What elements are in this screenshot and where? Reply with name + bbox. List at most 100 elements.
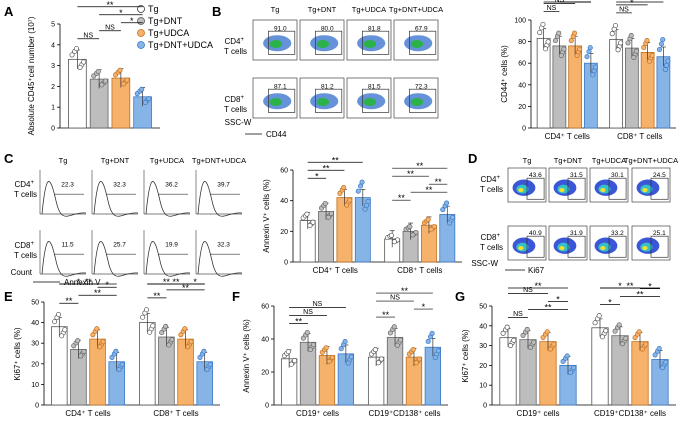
- sig-label-b: **: [564, 0, 572, 5]
- histogram-curve-c-cd4-udca: [145, 181, 191, 217]
- data-point-b-g1-tg: [545, 39, 551, 45]
- data-point-c-g2-both: [440, 207, 446, 213]
- sig-label-b: *: [573, 0, 577, 5]
- data-point-e-g2-udca: [188, 339, 194, 345]
- data-point-a-g1-udca: [117, 67, 123, 73]
- y-tick-label-b: 40: [518, 82, 526, 89]
- y-tick-label-g: 40: [479, 323, 487, 330]
- sig-label-b: *: [638, 0, 642, 5]
- flow-header-c-both: Tg+DNT+UDCA: [192, 156, 246, 165]
- data-point-f-g1-both: [342, 339, 348, 345]
- data-point-f-g2-dnt: [397, 337, 404, 343]
- cell-population-core-d-cd4-udca: [600, 188, 606, 193]
- data-point-b-g2-udca: [649, 52, 655, 58]
- gate-value-d-cd8-dnt: 31.9: [570, 230, 583, 237]
- data-point-e-g1-tg: [55, 311, 62, 318]
- x-group-label-g-2: CD19⁺CD138⁺ cells: [594, 409, 666, 418]
- bar-e-g2-dnt: [158, 336, 175, 406]
- data-point-e-g2-dnt: [169, 337, 175, 343]
- y-tick-label-g: 50: [479, 304, 487, 311]
- panel-label-g: G: [455, 289, 465, 304]
- data-point-g-g2-tg: [596, 313, 602, 319]
- flow-row-d-cd4-label: T cells: [480, 185, 503, 194]
- sig-label-g: **: [544, 302, 552, 312]
- sig-label-g: *: [648, 282, 652, 292]
- data-point-g-g1-tg: [511, 337, 517, 343]
- flow-header-d-dnt: Tg+DNT: [554, 156, 583, 165]
- x-group-label-e-1: CD4⁺ T cells: [65, 409, 110, 418]
- data-point-f-g2-both: [432, 355, 438, 361]
- gate-value-d-cd4-both: 24.5: [653, 172, 666, 179]
- data-point-f-g1-tg: [292, 358, 298, 364]
- data-point-b-g2-tg: [612, 23, 619, 29]
- x-group-label-b-1: CD4⁺ T cells: [545, 132, 590, 141]
- data-point-e-g1-tg: [52, 319, 58, 325]
- gate-value-b-cd8-both: 72.3: [415, 83, 428, 90]
- legend-marker-tg: [137, 5, 145, 13]
- y-tick-label-f: 40: [261, 337, 269, 344]
- x-group-label-c-2: CD8⁺ T cells: [397, 266, 442, 275]
- data-point-e-g1-udca: [90, 332, 96, 338]
- cell-population-core-d-cd8-udca: [600, 246, 606, 251]
- gate-b-cd8-dnt: [315, 88, 343, 113]
- sig-label-f: **: [382, 310, 390, 320]
- data-point-g-g1-dnt: [524, 326, 530, 333]
- data-point-e-g2-both: [201, 348, 207, 354]
- bar-g-g2-tg: [591, 327, 609, 406]
- y-tick-label-c: 60: [280, 168, 288, 175]
- x-group-label-g-1: CD19⁺ cells: [517, 409, 560, 418]
- data-point-b-g2-dnt: [625, 40, 631, 46]
- cell-population-core-d-cd4-both: [642, 188, 648, 193]
- bar-e-g1-tg: [51, 326, 68, 406]
- gate-b-cd4-dnt: [315, 30, 343, 55]
- gate-b-cd4-udca: [362, 30, 390, 55]
- data-point-e-g2-dnt: [159, 330, 165, 336]
- cell-population-core-b-cd4-tg: [269, 40, 283, 48]
- flow-header-c-udca: Tg+UDCA: [150, 156, 184, 165]
- axis-label-count-c: Count: [11, 268, 33, 277]
- data-point-e-g2-tg: [143, 307, 150, 313]
- data-point-e-g2-both: [207, 361, 213, 367]
- data-point-c-g2-udca: [431, 224, 437, 230]
- data-point-c-g1-dnt: [322, 200, 328, 207]
- data-point-b-g1-dnt: [558, 52, 564, 59]
- y-axis-title-a: Absolute CD45⁺cell number (10⁷): [27, 16, 36, 135]
- bar-e-g2-tg: [139, 322, 156, 406]
- bar-g-g1-dnt: [519, 339, 537, 406]
- data-point-g-g1-tg: [504, 324, 510, 330]
- gate-value-d-cd8-tg: 40.9: [529, 230, 542, 237]
- data-point-e-g1-both: [113, 348, 119, 354]
- panel-label-f: F: [232, 289, 240, 304]
- y-tick-label-a: 0: [51, 126, 55, 133]
- data-point-b-g2-udca: [647, 58, 653, 64]
- sig-label-a: **: [106, 0, 114, 10]
- data-point-e-g2-dnt: [163, 323, 169, 329]
- cell-population-core-b-cd8-dnt: [316, 98, 330, 106]
- gate-value-b-cd4-tg: 91.0: [274, 25, 287, 32]
- data-point-c-g2-dnt: [407, 223, 413, 230]
- data-point-b-g1-tg: [537, 29, 543, 36]
- data-point-f-g1-both: [345, 360, 351, 366]
- data-point-g-g1-both: [567, 369, 574, 376]
- sig-label-c: **: [416, 161, 424, 171]
- sig-label-a: *: [130, 16, 134, 26]
- sig-label-b: *: [630, 0, 634, 8]
- data-point-f-g2-dnt: [391, 324, 397, 330]
- flow-row-d-cd8-marker: CD8+: [480, 233, 500, 242]
- data-point-c-g2-udca: [428, 226, 434, 233]
- data-point-a-g1-dnt: [99, 82, 105, 88]
- data-point-f-g2-tg: [372, 347, 378, 353]
- data-point-c-g1-tg: [307, 222, 313, 228]
- sig-label-f: NS: [303, 309, 313, 316]
- sig-label-c: **: [425, 185, 433, 195]
- y-axis-title-f: Annexin V⁺ cells (%): [242, 319, 251, 393]
- data-point-c-g1-udca: [347, 197, 353, 203]
- cell-population-core-d-cd4-tg: [518, 188, 524, 193]
- data-point-e-g2-dnt: [166, 342, 172, 348]
- histogram-curve-c-cd8-dnt: [93, 241, 139, 277]
- bar-f-g1-dnt: [299, 341, 317, 406]
- data-point-c-g1-both: [359, 179, 365, 185]
- data-point-b-g1-dnt: [552, 38, 559, 44]
- gate-value-c-cd8-dnt: 25.7: [113, 242, 126, 249]
